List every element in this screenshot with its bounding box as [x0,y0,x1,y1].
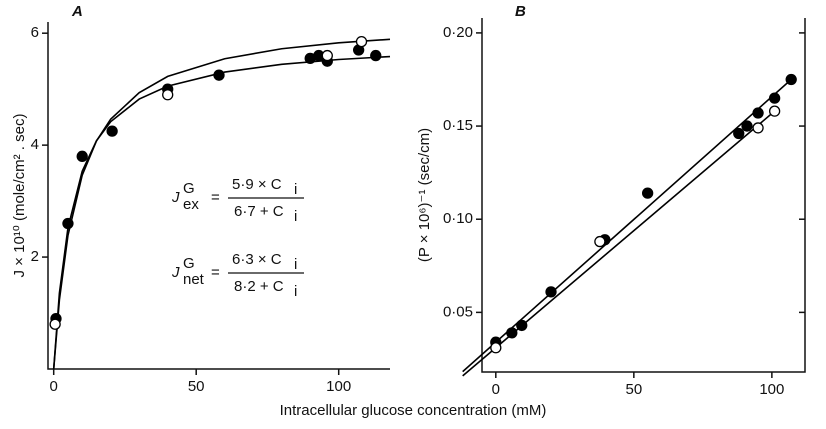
y-tick-label: 4 [31,136,39,153]
panel-label: B [515,3,526,20]
eq-numerator-sub: i [294,256,297,273]
eq-numerator: 5·9 × C [232,176,282,193]
data-point [370,49,382,62]
x-tick-label: 0 [50,378,58,395]
data-point [49,318,61,330]
data-point [62,217,74,230]
data-point [106,125,118,137]
data-point [490,342,502,354]
x-tick-label: 0 [492,381,500,398]
y-tick-label: 2 [31,248,39,265]
eq-sub: net [183,271,205,288]
y-tick-label: 6 [31,24,39,41]
data-point [733,127,745,140]
eq-sup: G [183,180,195,197]
y-tick-label: 0·05 [443,303,473,320]
data-point [752,122,764,134]
data-point [752,107,764,119]
data-point [162,89,174,101]
data-point [545,286,557,298]
data-point [76,150,88,162]
panel-label: A [71,3,83,20]
data-point [741,120,753,132]
data-point [594,235,606,248]
eq-numerator-sub: i [294,181,297,198]
y-axis-label: J × 10¹⁰ (mole/cm² . sec) [11,114,28,278]
data-point [321,49,333,62]
data-point [213,69,225,81]
fit-curve [52,55,391,370]
eq-sub: ex [183,196,199,213]
x-tick-label: 100 [759,381,784,398]
x-tick-label: 50 [188,378,205,395]
eq-denominator-sub: i [294,208,297,225]
data-point [768,105,781,117]
data-point [506,327,518,339]
axes [481,18,806,373]
y-tick-label: 0·15 [443,117,473,134]
data-point [516,319,528,332]
eq-equals: = [211,189,220,206]
data-point [641,187,654,199]
eq-denominator-sub: i [294,283,297,300]
y-tick-label: 0·20 [443,24,473,41]
y-axis-label: (P × 10⁶)⁻¹ (sec/cm) [416,128,433,262]
eq-denominator: 6·7 + C [234,203,284,220]
axes [47,22,390,370]
eq-equals: = [211,264,220,281]
data-point [768,92,781,104]
x-tick-label: 50 [625,381,642,398]
data-point [785,73,797,86]
eq-symbol: J [171,189,180,206]
fit-curve [52,38,391,370]
x-axis-label: Intracellular glucose concentration (mM) [280,402,547,419]
x-tick-label: 100 [326,378,351,395]
eq-numerator: 6·3 × C [232,251,282,268]
eq-symbol: J [171,264,180,281]
data-point [355,35,368,48]
y-tick-label: 0·10 [443,210,473,227]
eq-denominator: 8·2 + C [234,278,284,295]
eq-sup: G [183,255,195,272]
